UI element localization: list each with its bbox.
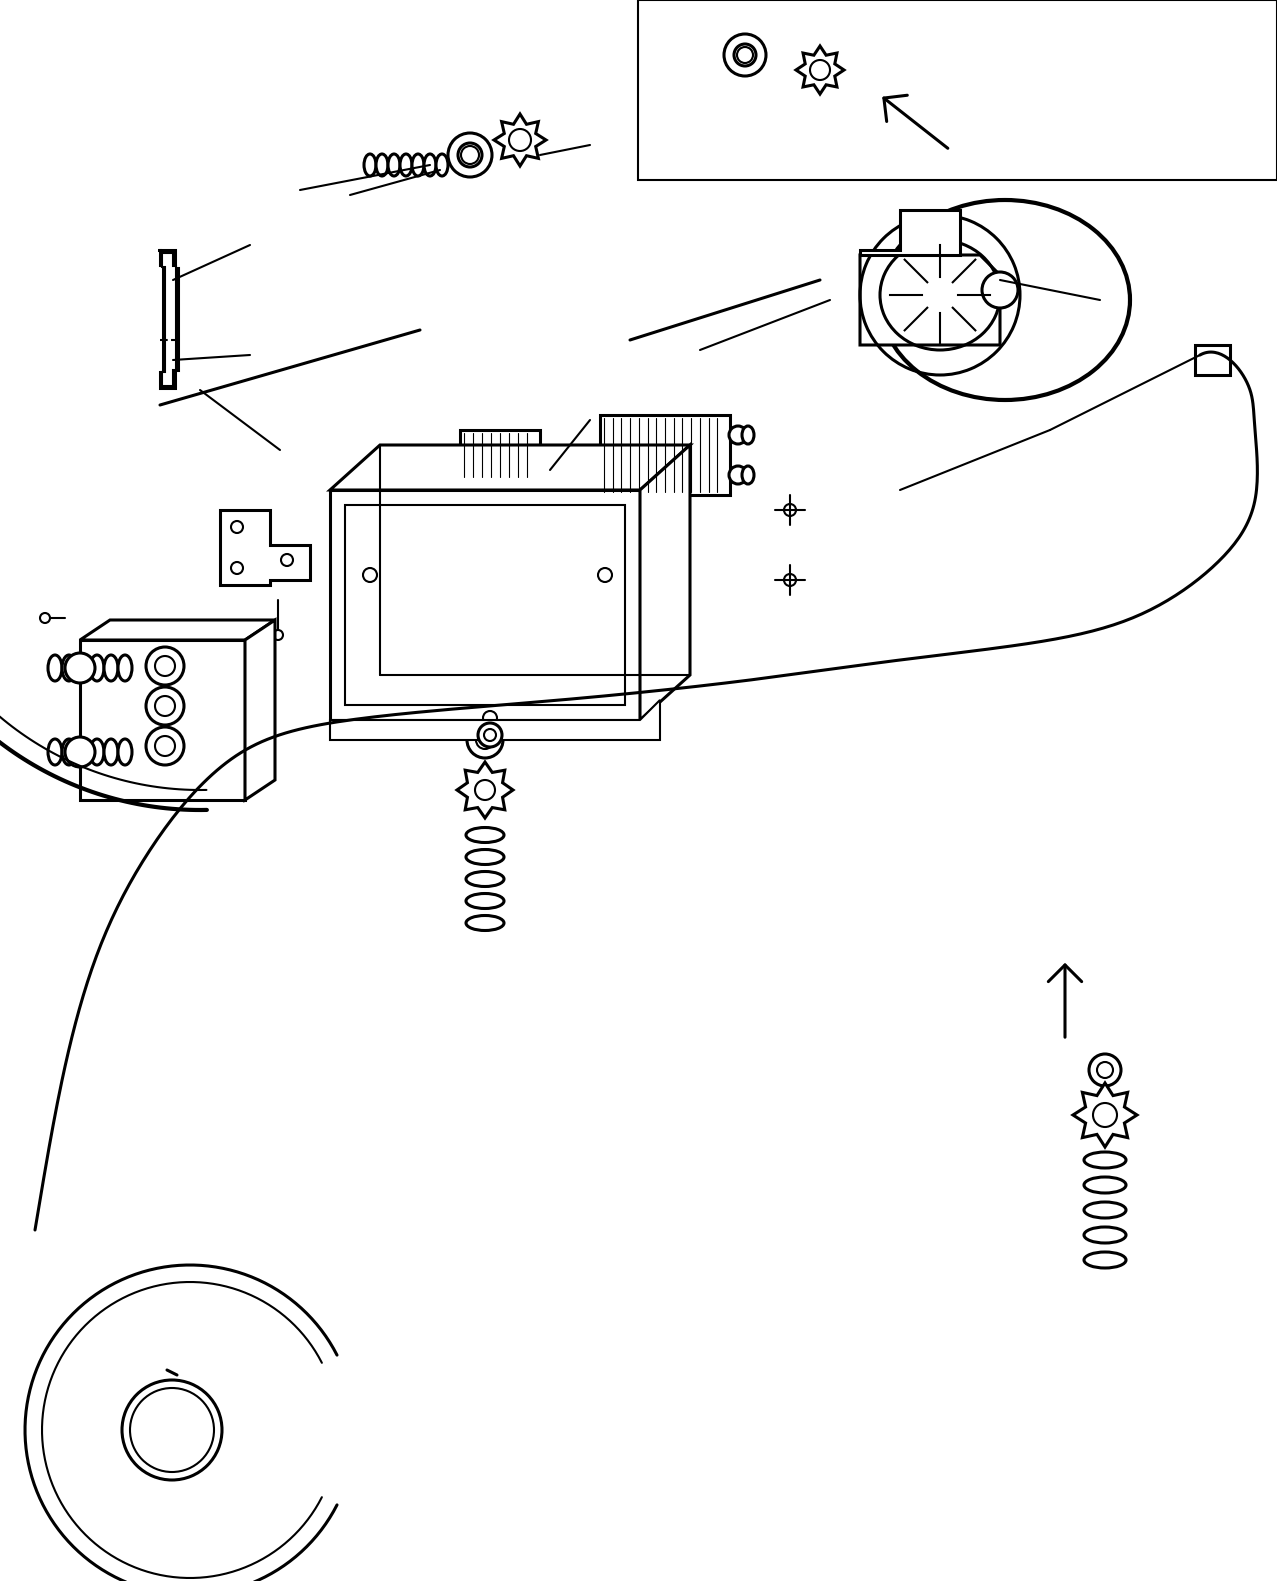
Circle shape — [484, 729, 495, 741]
Ellipse shape — [466, 827, 504, 843]
Ellipse shape — [880, 201, 1130, 400]
Ellipse shape — [724, 35, 766, 76]
Ellipse shape — [448, 133, 492, 177]
Ellipse shape — [1084, 1252, 1126, 1268]
Ellipse shape — [466, 871, 504, 887]
Circle shape — [475, 779, 495, 800]
Polygon shape — [245, 620, 275, 800]
Ellipse shape — [117, 655, 132, 681]
Circle shape — [729, 425, 747, 444]
Circle shape — [1089, 1055, 1121, 1086]
Polygon shape — [329, 700, 660, 740]
Ellipse shape — [1084, 1202, 1126, 1217]
Circle shape — [281, 553, 292, 566]
Circle shape — [598, 568, 612, 582]
Polygon shape — [329, 490, 640, 719]
Circle shape — [784, 574, 796, 587]
Circle shape — [65, 737, 94, 767]
Polygon shape — [640, 444, 690, 719]
Ellipse shape — [742, 425, 753, 444]
Circle shape — [478, 723, 502, 746]
Circle shape — [40, 613, 50, 623]
Ellipse shape — [734, 44, 756, 66]
Circle shape — [155, 737, 175, 756]
Ellipse shape — [1084, 1176, 1126, 1194]
Circle shape — [146, 727, 184, 765]
Circle shape — [810, 60, 830, 81]
Polygon shape — [1073, 1083, 1137, 1146]
Circle shape — [1093, 1104, 1117, 1127]
Ellipse shape — [1084, 1153, 1126, 1168]
Ellipse shape — [1084, 1227, 1126, 1243]
Ellipse shape — [424, 153, 435, 175]
Ellipse shape — [458, 142, 481, 168]
Ellipse shape — [400, 153, 412, 175]
Ellipse shape — [388, 153, 400, 175]
Circle shape — [737, 47, 753, 63]
Circle shape — [231, 561, 243, 574]
Ellipse shape — [466, 849, 504, 865]
Ellipse shape — [364, 153, 375, 175]
Polygon shape — [796, 46, 844, 93]
Circle shape — [510, 130, 531, 152]
Circle shape — [363, 568, 377, 582]
Polygon shape — [345, 504, 624, 705]
Circle shape — [467, 723, 503, 757]
Polygon shape — [859, 210, 960, 255]
Ellipse shape — [435, 153, 448, 175]
Circle shape — [476, 730, 494, 749]
Circle shape — [231, 522, 243, 533]
Polygon shape — [80, 620, 275, 640]
Polygon shape — [329, 444, 690, 490]
Circle shape — [461, 145, 479, 164]
Ellipse shape — [742, 466, 753, 484]
Circle shape — [982, 272, 1018, 308]
Polygon shape — [161, 253, 176, 386]
Polygon shape — [494, 114, 547, 166]
Ellipse shape — [466, 915, 504, 931]
Polygon shape — [600, 414, 730, 495]
Ellipse shape — [375, 153, 388, 175]
Circle shape — [729, 466, 747, 484]
Polygon shape — [457, 762, 513, 817]
Circle shape — [146, 647, 184, 685]
Ellipse shape — [63, 655, 77, 681]
Circle shape — [1097, 1062, 1114, 1078]
Polygon shape — [859, 255, 1000, 345]
Ellipse shape — [412, 153, 424, 175]
Polygon shape — [80, 640, 245, 800]
Circle shape — [155, 696, 175, 716]
Polygon shape — [460, 430, 540, 481]
Polygon shape — [220, 511, 310, 585]
Ellipse shape — [63, 738, 77, 765]
Circle shape — [65, 653, 94, 683]
Polygon shape — [158, 250, 178, 387]
Ellipse shape — [103, 655, 117, 681]
Ellipse shape — [117, 738, 132, 765]
Ellipse shape — [49, 655, 63, 681]
Ellipse shape — [466, 893, 504, 909]
Ellipse shape — [89, 738, 103, 765]
Ellipse shape — [77, 738, 89, 765]
Circle shape — [483, 711, 497, 726]
Ellipse shape — [49, 738, 63, 765]
Circle shape — [784, 504, 796, 515]
Circle shape — [273, 629, 283, 640]
Circle shape — [155, 656, 175, 677]
Circle shape — [146, 688, 184, 726]
Ellipse shape — [89, 655, 103, 681]
Polygon shape — [1195, 345, 1230, 375]
Ellipse shape — [103, 738, 117, 765]
Ellipse shape — [77, 655, 89, 681]
Polygon shape — [638, 0, 1277, 180]
